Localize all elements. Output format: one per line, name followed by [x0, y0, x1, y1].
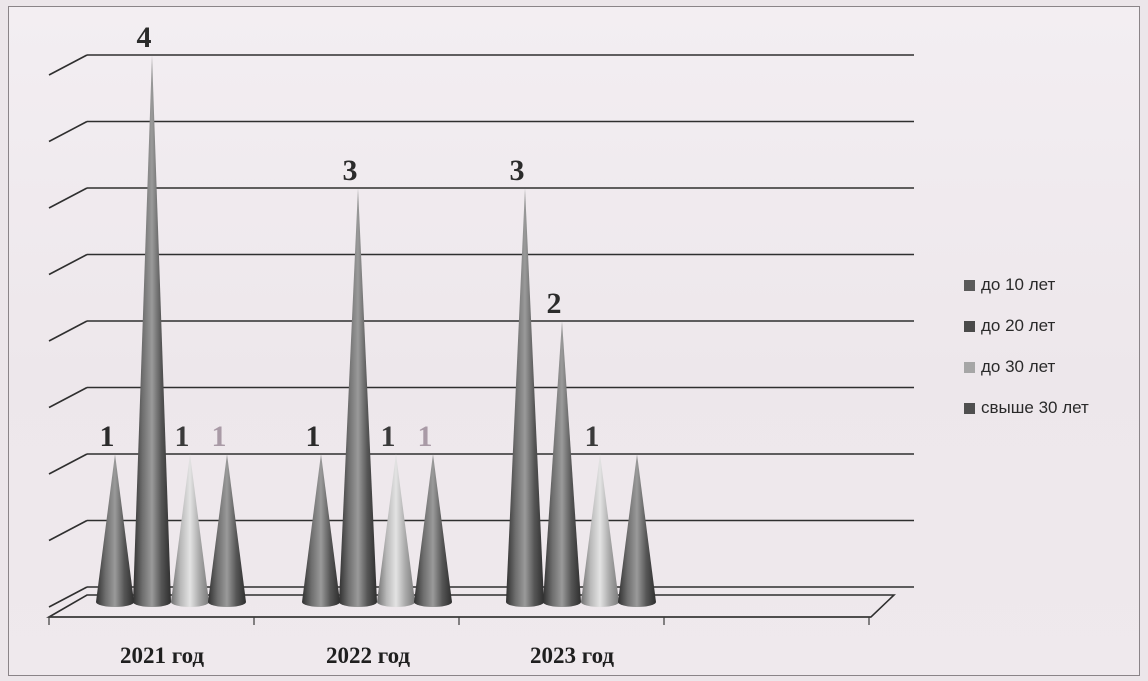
- data-label: 4: [137, 21, 152, 54]
- data-label: 1: [212, 420, 227, 453]
- cone-bar: [581, 454, 619, 607]
- gridline-diagonal: [48, 54, 88, 76]
- data-label: 3: [510, 154, 525, 187]
- legend-label: до 30 лет: [981, 357, 1056, 376]
- data-label: 1: [418, 420, 433, 453]
- gridline-diagonal: [48, 586, 88, 608]
- legend-label: до 20 лет: [981, 316, 1056, 335]
- cone-bar: [506, 188, 544, 607]
- cone-bar: [171, 454, 209, 607]
- cone-bar: [618, 454, 656, 607]
- cone-bar: [302, 454, 340, 607]
- gridline-diagonal: [48, 386, 88, 409]
- chart-frame: 1 4 1 1 2021 год 1 3 1 1 2022 год 3 2 1 2023 год до 1…: [8, 6, 1140, 676]
- cone-bar: [543, 321, 581, 607]
- cone-bar: [208, 454, 246, 607]
- cone-bar: [339, 188, 377, 607]
- data-label: 1: [100, 420, 115, 453]
- gridline-diagonal: [48, 120, 88, 143]
- cone-bar: [133, 55, 171, 607]
- legend-swatch: [964, 361, 975, 373]
- legend-item: до 30 лет: [964, 353, 1089, 381]
- x-tick-label: 2023 год: [530, 643, 614, 668]
- cone-bar: [414, 454, 452, 607]
- data-label: 3: [343, 154, 358, 187]
- legend-swatch: [964, 320, 975, 332]
- legend-swatch: [964, 402, 975, 414]
- gridline-diagonal: [48, 320, 88, 342]
- data-label: 1: [175, 420, 190, 453]
- legend-label: до 10 лет: [981, 275, 1056, 294]
- data-label: 2: [547, 287, 562, 320]
- gridline-diagonal: [48, 519, 88, 542]
- legend-item: свыше 30 лет: [964, 394, 1089, 422]
- data-label: 1: [306, 420, 321, 453]
- legend-item: до 20 лет: [964, 312, 1089, 340]
- legend-label: свыше 30 лет: [981, 398, 1089, 417]
- data-label: 1: [585, 420, 600, 453]
- legend: до 10 лет до 20 лет до 30 лет свыше 30 лет: [964, 271, 1089, 435]
- gridline-diagonal: [48, 187, 88, 209]
- legend-item: до 10 лет: [964, 271, 1089, 299]
- cone-bar: [377, 454, 415, 607]
- legend-swatch: [964, 279, 975, 291]
- cone-bar: [96, 454, 134, 607]
- x-tick-label: 2021 год: [120, 643, 204, 668]
- data-label: 1: [381, 420, 396, 453]
- gridline-diagonal: [48, 453, 88, 475]
- gridline-diagonal: [48, 253, 88, 276]
- x-tick-label: 2022 год: [326, 643, 410, 668]
